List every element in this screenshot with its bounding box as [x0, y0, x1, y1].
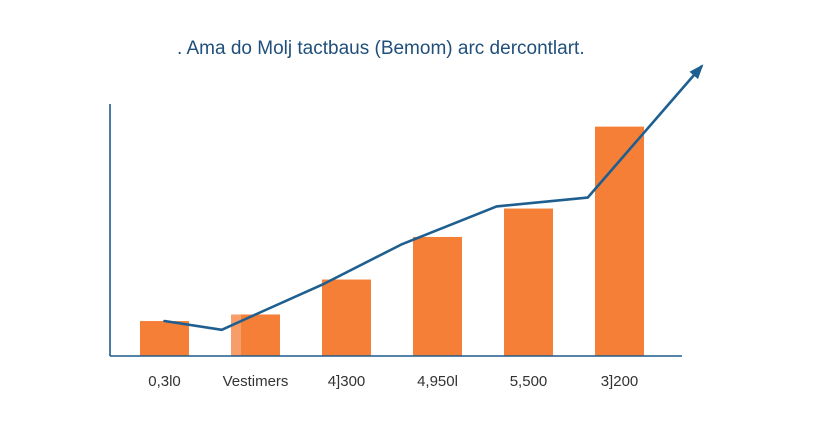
trend-line-group: [163, 64, 704, 332]
bar-6: [595, 126, 644, 356]
x-tick-label-2: Vestimers: [223, 373, 289, 390]
bar-1: [140, 321, 189, 356]
bar-2-highlight: [231, 314, 241, 356]
x-tick-label-5: 5,500: [510, 373, 548, 390]
bar-3: [322, 279, 371, 356]
bar-5: [504, 208, 553, 356]
x-tick-labels: 0,3l0 Vestimers 4]300 4,950l 5,500 3]200: [148, 373, 638, 390]
x-tick-label-3: 4]300: [328, 373, 366, 390]
trend-line: [163, 65, 703, 332]
x-tick-label-1: 0,3l0: [148, 373, 181, 390]
bars-group: [140, 126, 644, 356]
x-tick-label-6: 3]200: [601, 373, 639, 390]
bar-4: [413, 236, 462, 356]
chart-title: . Ama do Molj tactbaus (Bemom) arc derco…: [177, 38, 585, 59]
x-tick-label-4: 4,950l: [417, 373, 458, 390]
trend-arrowhead: [689, 64, 704, 80]
axes: [109, 104, 682, 357]
